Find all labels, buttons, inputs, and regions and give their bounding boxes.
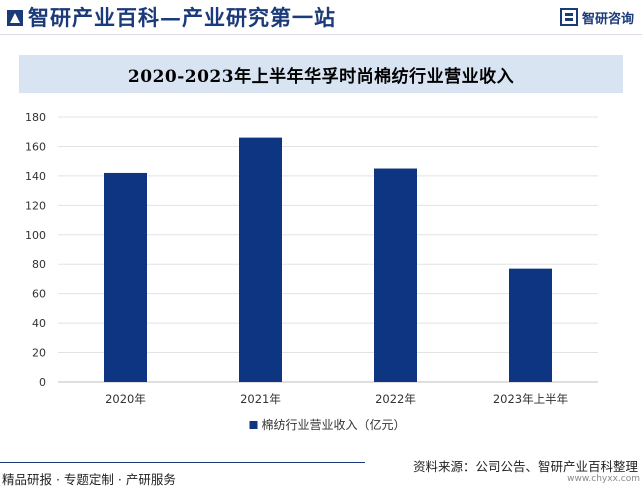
top-header: 智研产业百科—产业研究第一站 智研咨询 xyxy=(0,0,642,34)
legend-swatch xyxy=(249,421,258,429)
x-tick-label: 2020年 xyxy=(105,392,146,406)
bar-chart: 0 20 40 60 80 100 120 140 160 180 2020年 2021年 2022年 2… xyxy=(25,111,598,432)
y-tick-label: 180 xyxy=(25,111,46,124)
chart-title: 2020-2023年上半年华孚时尚棉纺行业营业收入 xyxy=(127,66,515,87)
legend-label: 棉纺行业营业收入（亿元） xyxy=(261,417,405,432)
bar xyxy=(509,268,552,382)
y-tick-label: 160 xyxy=(25,140,46,153)
bar xyxy=(104,172,147,382)
y-tick-label: 40 xyxy=(32,317,46,330)
header-divider xyxy=(0,34,642,35)
data-source: 资料来源：公司公告、智研产业百科整理 xyxy=(412,459,638,474)
x-tick-label: 2021年 xyxy=(240,392,281,406)
bar xyxy=(239,137,282,382)
footer-services: 精品研报 · 专题定制 · 产研服务 xyxy=(2,472,176,487)
y-tick-label: 20 xyxy=(32,347,46,360)
bar xyxy=(374,168,417,382)
brand-logo: 智研咨询 xyxy=(559,7,634,27)
x-tick-label: 2022年 xyxy=(375,392,416,406)
footer-divider xyxy=(0,462,365,463)
brand-icon xyxy=(559,8,578,26)
y-tick-label: 120 xyxy=(25,199,46,212)
site-logo-icon xyxy=(7,10,23,26)
site-title: 智研产业百科—产业研究第一站 xyxy=(6,2,336,32)
y-tick-label: 60 xyxy=(32,288,46,301)
y-tick-label: 140 xyxy=(25,170,46,183)
footer-url: www.chyxx.com xyxy=(567,474,640,484)
y-tick-label: 100 xyxy=(25,229,46,242)
chart-title-banner: 2020-2023年上半年华孚时尚棉纺行业营业收入 xyxy=(19,55,623,93)
y-tick-label: 80 xyxy=(32,258,46,271)
brand-name: 智研咨询 xyxy=(581,11,634,27)
x-tick-label: 2023年上半年 xyxy=(493,392,568,406)
site-title-text: 智研产业百科—产业研究第一站 xyxy=(28,5,336,30)
y-tick-label: 0 xyxy=(39,376,46,389)
